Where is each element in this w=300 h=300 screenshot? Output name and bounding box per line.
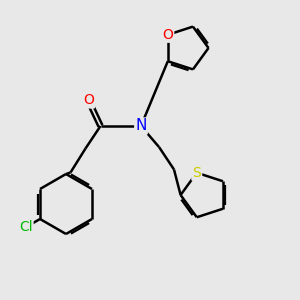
Text: S: S xyxy=(192,166,201,180)
Text: O: O xyxy=(83,94,94,107)
Text: N: N xyxy=(135,118,147,134)
Text: O: O xyxy=(162,28,173,42)
Text: Cl: Cl xyxy=(19,220,32,234)
